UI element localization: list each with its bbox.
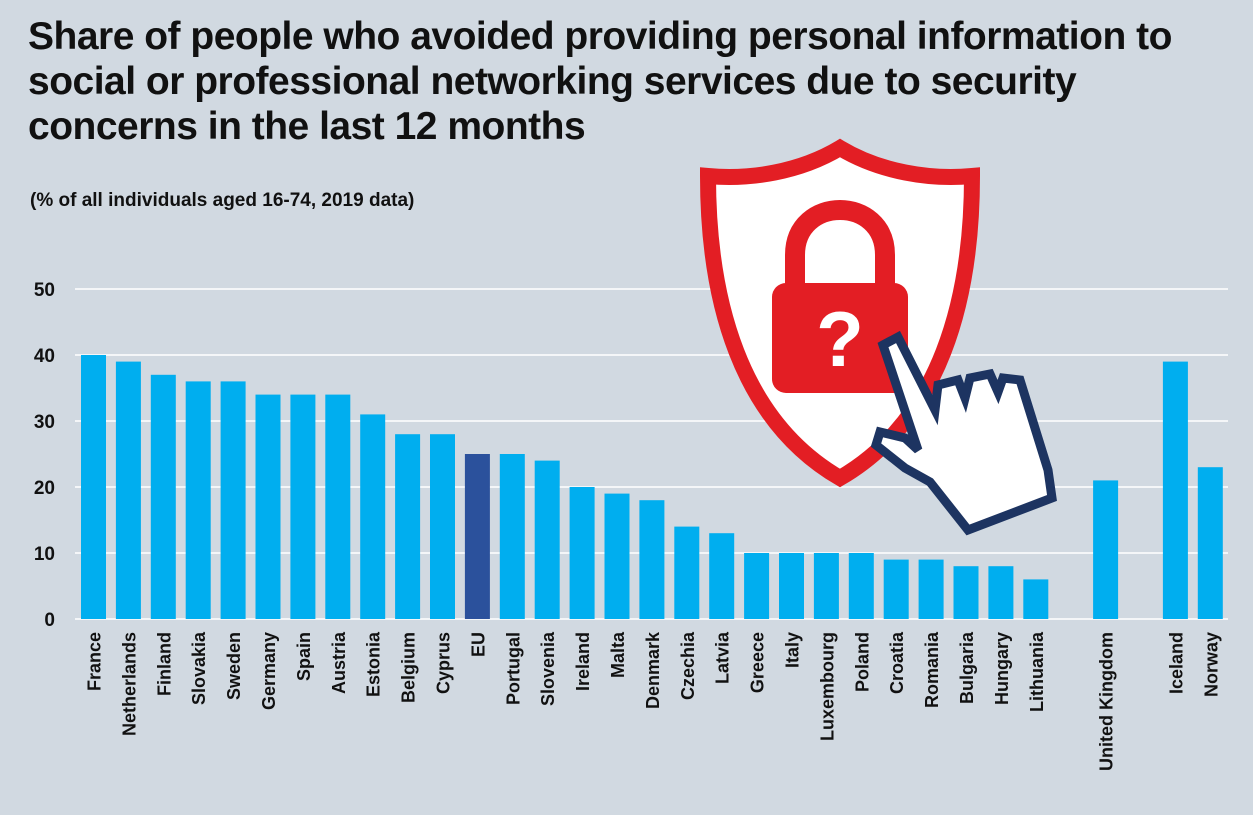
- hand-cursor-icon: [870, 330, 1057, 536]
- y-tick-label: 0: [44, 610, 55, 631]
- bar-iceland: [1162, 361, 1188, 619]
- bar-norway: [1197, 467, 1223, 619]
- x-tick-label: United Kingdom: [1097, 632, 1117, 771]
- x-tick-label: Germany: [259, 632, 279, 710]
- x-tick-label: Poland: [852, 632, 872, 692]
- x-tick-label: Norway: [1201, 632, 1221, 697]
- bar-italy: [779, 553, 804, 619]
- x-tick-label: Luxembourg: [817, 632, 837, 741]
- bar-czechia: [674, 526, 700, 619]
- x-tick-label: Denmark: [643, 631, 663, 709]
- x-tick-label: Malta: [608, 631, 628, 678]
- x-tick-label: Spain: [294, 632, 314, 681]
- x-tick-label: Italy: [783, 632, 803, 668]
- y-tick-label: 10: [34, 544, 55, 565]
- bar-malta: [604, 493, 630, 619]
- chart-title: Share of people who avoided providing pe…: [28, 15, 1172, 148]
- svg-text:?: ?: [816, 295, 864, 383]
- y-tick-label: 40: [34, 346, 55, 367]
- bar-sweden: [220, 381, 246, 619]
- x-tick-label: Bulgaria: [957, 631, 977, 704]
- x-tick-label: Estonia: [364, 631, 384, 697]
- x-tick-label: Greece: [748, 632, 768, 693]
- x-tick-label: Hungary: [992, 632, 1012, 705]
- x-tick-label: Czechia: [678, 631, 698, 700]
- bar-finland: [150, 374, 176, 619]
- y-tick-label: 50: [34, 280, 55, 301]
- x-tick-label: Croatia: [887, 631, 907, 694]
- bar-lithuania: [1023, 579, 1049, 619]
- x-tick-label: Latvia: [713, 631, 733, 684]
- bar-united-kingdom: [1093, 480, 1119, 619]
- bar-poland: [848, 553, 874, 619]
- bar-germany: [255, 394, 281, 619]
- bar-france: [81, 355, 106, 619]
- bar-slovenia: [534, 460, 560, 619]
- x-tick-label: EU: [468, 632, 488, 657]
- bar-austria: [325, 394, 351, 619]
- bar-romania: [918, 559, 944, 619]
- bar-eu: [464, 454, 490, 619]
- bar-belgium: [395, 434, 421, 619]
- bar-luxembourg: [813, 553, 839, 619]
- x-tick-label: Finland: [154, 632, 174, 696]
- x-tick-label: Lithuania: [1027, 631, 1047, 712]
- x-tick-label: Cyprus: [434, 632, 454, 694]
- bar-greece: [744, 553, 770, 619]
- x-tick-label: Austria: [329, 631, 349, 694]
- bar-cyprus: [430, 434, 455, 619]
- x-tick-label: Ireland: [573, 632, 593, 691]
- bar-spain: [290, 394, 316, 619]
- x-tick-label: Netherlands: [119, 632, 139, 736]
- bar-portugal: [499, 454, 525, 619]
- bar-ireland: [569, 487, 595, 619]
- x-tick-label: Portugal: [503, 632, 523, 705]
- padlock-question-icon: ?: [772, 200, 908, 393]
- y-tick-label: 20: [34, 478, 55, 499]
- y-tick-label: 30: [34, 412, 55, 433]
- x-tick-label: Iceland: [1166, 632, 1186, 694]
- bar-denmark: [639, 500, 665, 619]
- bar-croatia: [883, 559, 909, 619]
- security-illustration: ?: [699, 138, 1057, 536]
- x-tick-label: Belgium: [399, 632, 419, 703]
- x-tick-label: France: [85, 632, 105, 691]
- bar-estonia: [360, 414, 386, 619]
- bar-bulgaria: [953, 566, 979, 619]
- x-tick-label: Slovakia: [189, 631, 209, 705]
- bar-slovakia: [185, 381, 211, 619]
- bar-latvia: [709, 533, 735, 619]
- chart-subtitle: (% of all individuals aged 16-74, 2019 d…: [30, 190, 415, 211]
- bar-netherlands: [115, 361, 141, 619]
- bar-hungary: [988, 566, 1014, 619]
- x-tick-label: Sweden: [224, 632, 244, 700]
- x-tick-label: Slovenia: [538, 631, 558, 706]
- x-tick-label: Romania: [922, 631, 942, 708]
